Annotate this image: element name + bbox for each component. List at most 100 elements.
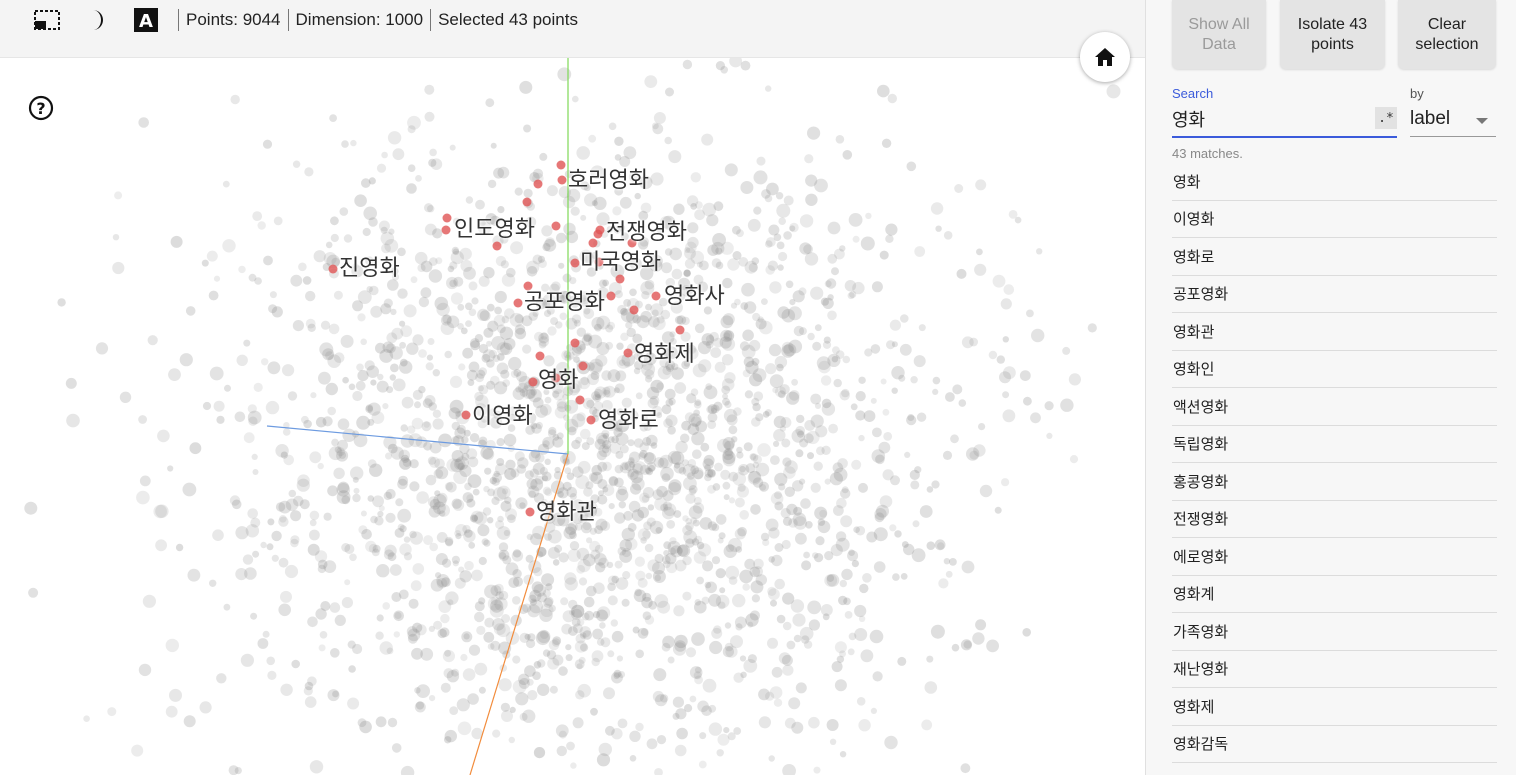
data-point[interactable] <box>242 554 254 565</box>
data-point[interactable] <box>365 405 374 413</box>
data-point[interactable] <box>253 382 263 392</box>
data-point[interactable] <box>533 567 543 577</box>
data-point[interactable] <box>828 423 838 434</box>
data-point[interactable] <box>388 228 395 235</box>
data-point[interactable] <box>804 252 819 266</box>
data-point[interactable] <box>703 454 715 466</box>
data-point[interactable] <box>385 488 396 500</box>
data-point[interactable] <box>844 611 853 619</box>
data-point[interactable] <box>681 420 691 431</box>
data-point[interactable] <box>352 390 363 402</box>
data-point[interactable] <box>791 429 806 443</box>
data-point[interactable] <box>912 520 920 528</box>
data-point[interactable] <box>395 498 404 507</box>
data-point[interactable] <box>665 363 674 372</box>
data-point[interactable] <box>753 206 762 215</box>
data-point[interactable] <box>577 559 591 573</box>
data-point[interactable] <box>593 507 603 517</box>
data-point[interactable] <box>139 475 151 487</box>
data-point[interactable] <box>480 446 494 460</box>
data-point[interactable] <box>699 260 709 271</box>
data-point[interactable] <box>418 349 427 358</box>
data-point[interactable] <box>770 455 780 465</box>
data-point[interactable] <box>801 635 810 644</box>
data-point[interactable] <box>752 461 760 468</box>
data-point[interactable] <box>693 671 702 680</box>
data-point[interactable] <box>774 578 785 590</box>
data-point[interactable] <box>710 404 720 414</box>
data-point[interactable] <box>648 464 656 472</box>
data-point[interactable] <box>483 485 490 493</box>
data-point[interactable] <box>647 397 659 409</box>
data-point[interactable] <box>758 688 770 701</box>
data-point[interactable] <box>890 475 900 486</box>
data-point[interactable] <box>569 609 575 616</box>
data-point[interactable] <box>464 482 472 491</box>
data-point[interactable] <box>496 342 510 356</box>
data-point[interactable] <box>765 518 779 532</box>
data-point[interactable] <box>810 482 821 493</box>
data-point[interactable] <box>290 510 302 522</box>
data-point[interactable] <box>719 587 726 594</box>
data-point[interactable] <box>653 112 666 124</box>
data-point[interactable] <box>406 183 417 194</box>
data-point[interactable] <box>751 257 760 265</box>
data-point[interactable] <box>394 611 402 620</box>
data-point[interactable] <box>320 320 331 330</box>
data-point[interactable] <box>484 467 492 475</box>
data-point[interactable] <box>440 682 451 693</box>
data-point[interactable] <box>376 564 390 578</box>
data-point[interactable] <box>381 151 388 159</box>
data-point[interactable] <box>439 627 450 638</box>
data-point[interactable] <box>314 550 328 563</box>
data-point[interactable] <box>765 237 776 247</box>
data-point[interactable] <box>429 542 439 552</box>
data-point[interactable] <box>296 478 310 492</box>
data-point[interactable] <box>833 378 842 388</box>
data-point[interactable] <box>644 615 655 625</box>
data-point[interactable] <box>235 568 248 581</box>
data-point[interactable] <box>765 363 777 375</box>
data-point[interactable] <box>469 338 480 349</box>
data-point[interactable] <box>504 496 512 504</box>
data-point[interactable] <box>842 355 851 364</box>
data-point[interactable] <box>463 530 476 543</box>
data-point[interactable] <box>523 124 532 133</box>
data-point[interactable] <box>645 375 653 383</box>
data-point[interactable] <box>657 365 672 380</box>
data-point[interactable] <box>623 510 633 521</box>
data-point[interactable] <box>199 701 212 714</box>
data-point[interactable] <box>645 572 653 580</box>
data-point[interactable] <box>789 299 796 306</box>
data-point[interactable] <box>789 225 796 232</box>
data-point[interactable] <box>710 407 718 414</box>
point-label[interactable]: 미국영화 <box>580 250 661 275</box>
data-point[interactable] <box>759 484 767 491</box>
data-point[interactable] <box>379 641 393 655</box>
data-point[interactable] <box>450 292 464 305</box>
search-result-item[interactable]: 영화관 <box>1172 313 1497 351</box>
data-point[interactable] <box>799 626 814 641</box>
data-point[interactable] <box>582 397 594 410</box>
data-point[interactable] <box>216 415 225 424</box>
data-point[interactable] <box>753 558 764 570</box>
data-point[interactable] <box>765 240 773 248</box>
data-point[interactable] <box>848 549 855 556</box>
data-point[interactable] <box>461 631 473 643</box>
data-point[interactable] <box>474 403 488 417</box>
data-point[interactable] <box>371 548 380 557</box>
data-point[interactable] <box>777 264 784 271</box>
data-point[interactable] <box>859 583 869 594</box>
data-point[interactable] <box>565 644 572 651</box>
data-point[interactable] <box>616 655 624 662</box>
data-point[interactable] <box>858 719 871 732</box>
data-point[interactable] <box>579 297 589 307</box>
data-point[interactable] <box>932 388 939 395</box>
data-point[interactable] <box>620 232 629 241</box>
data-point[interactable] <box>930 624 945 639</box>
data-point[interactable] <box>686 347 699 360</box>
data-point[interactable] <box>590 707 598 716</box>
data-point[interactable] <box>576 564 586 574</box>
data-point[interactable] <box>851 560 860 568</box>
data-point[interactable] <box>389 374 396 381</box>
